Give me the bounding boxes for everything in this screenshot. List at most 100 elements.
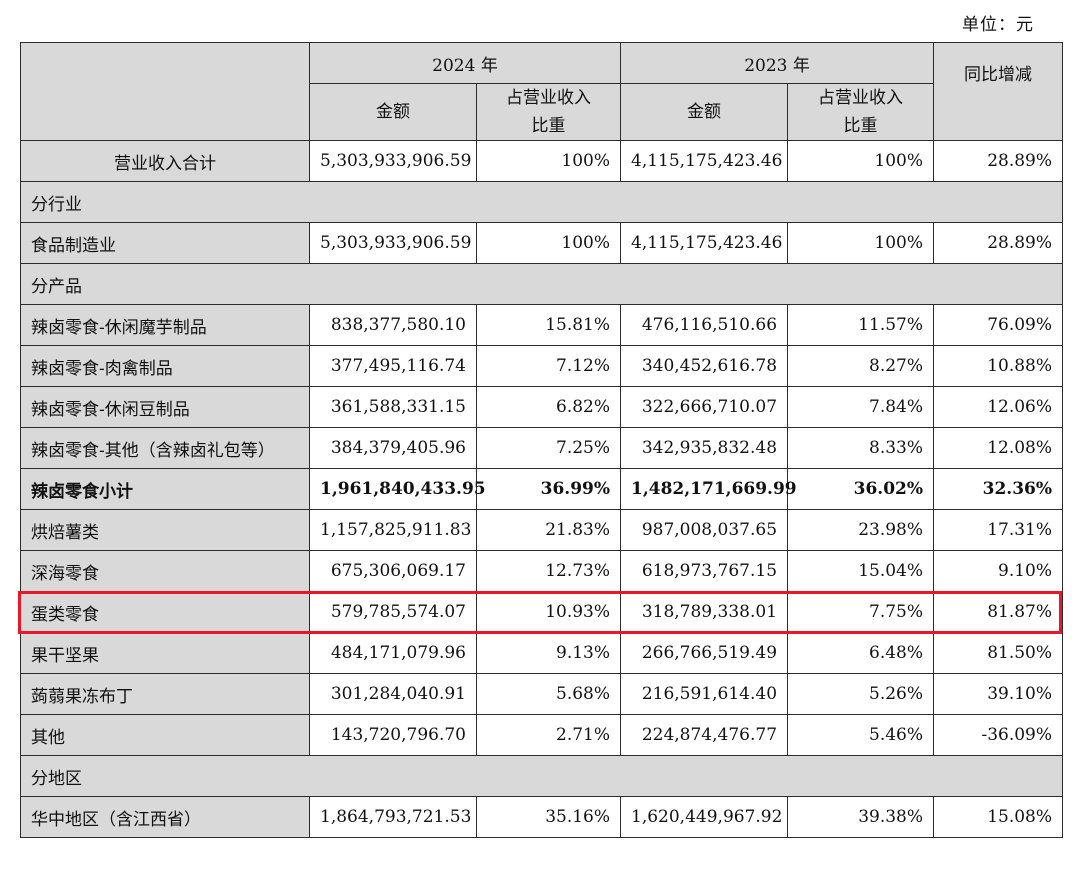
row-label: 辣卤零食-休闲魔芋制品 [20, 304, 310, 346]
amount-2023-cell: 987,008,037.65 [620, 509, 789, 551]
yoy-cell: 28.89% [933, 222, 1064, 264]
share-2024-cell: 100% [475, 140, 622, 182]
amount-2023-cell: 1,620,449,967.92 [620, 796, 789, 838]
header-share-line2: 比重 [531, 116, 566, 136]
amount-2023-cell: 318,789,338.01 [620, 591, 789, 633]
share-2023-cell: 6.48% [787, 632, 935, 674]
amount-2024-cell: 484,171,079.96 [309, 632, 477, 674]
amount-2023-cell: 216,591,614.40 [620, 673, 789, 715]
share-2024-cell: 5.68% [475, 673, 622, 715]
amount-2024-cell: 579,785,574.07 [309, 591, 477, 633]
amount-2023-cell: 1,482,171,669.99 [620, 468, 797, 510]
row-label: 其他 [20, 714, 310, 756]
yoy-cell: 39.10% [933, 673, 1064, 715]
share-2023-cell: 15.04% [787, 550, 935, 592]
amount-2024-cell: 384,379,405.96 [309, 427, 477, 469]
table-row: 果干坚果 484,171,079.96 9.13% 266,766,519.49 6.4… [20, 632, 1064, 674]
amount-2023-cell: 340,452,616.78 [620, 345, 789, 387]
share-2023-cell: 5.26% [787, 673, 935, 715]
table-row: 辣卤零食-休闲豆制品 361,588,331.15 6.82% 322,666,710… [20, 386, 1064, 428]
share-2023-cell: 36.02% [787, 468, 935, 510]
share-2023-cell: 5.46% [787, 714, 935, 756]
yoy-cell: 9.10% [933, 550, 1064, 592]
table-row: 辣卤零食-肉禽制品 377,495,116.74 7.12% 340,452,616.… [20, 345, 1064, 387]
share-2023-cell: 11.57% [787, 304, 935, 346]
row-label: 烘焙薯类 [20, 509, 310, 551]
amount-2023-cell: 4,115,175,423.46 [620, 222, 789, 264]
share-2024-cell: 35.16% [475, 796, 622, 838]
table-row: 其他 143,720,796.70 2.71% 224,874,476.77 5.46%… [20, 714, 1064, 756]
amount-2023-cell: 4,115,175,423.46 [620, 140, 789, 182]
share-2023-cell: 7.75% [787, 591, 935, 633]
amount-2024-cell: 377,495,116.74 [309, 345, 477, 387]
header-amount-2023: 金额 [620, 83, 789, 141]
share-2024-cell: 100% [475, 222, 622, 264]
row-label: 食品制造业 [20, 222, 310, 264]
table-row: 蛋类零食 579,785,574.07 10.93% 318,789,338.01 7.… [20, 591, 1064, 633]
yoy-cell: 28.89% [933, 140, 1064, 182]
share-2023-cell: 39.38% [787, 796, 935, 838]
share-2023-cell: 7.84% [787, 386, 935, 428]
header-share-line1: 占营业收入 [818, 88, 904, 108]
share-2024-cell: 6.82% [475, 386, 622, 428]
share-2024-cell: 9.13% [475, 632, 622, 674]
yoy-cell: 12.06% [933, 386, 1064, 428]
yoy-cell: 81.87% [933, 591, 1064, 633]
yoy-cell: 32.36% [933, 468, 1064, 510]
row-label: 辣卤零食-肉禽制品 [20, 345, 310, 387]
amount-2024-cell: 1,961,840,433.95 [309, 468, 486, 510]
header-year-2024: 2024 年 [308, 42, 622, 84]
share-2023-cell: 100% [787, 140, 935, 182]
table-row: 辣卤零食-休闲魔芋制品 838,377,580.10 15.81% 476,116,5… [20, 304, 1064, 346]
amount-2023-cell: 322,666,710.07 [620, 386, 789, 428]
header-row-columns: 金额 占营业收入 比重 金额 占营业收入 比重 [21, 83, 1063, 141]
share-2024-cell: 2.71% [475, 714, 622, 756]
table-row: 蒟蒻果冻布丁 301,284,040.91 5.68% 216,591,614.40 5… [20, 673, 1064, 715]
amount-2024-cell: 1,157,825,911.83 [309, 509, 477, 551]
share-2023-cell: 23.98% [787, 509, 935, 551]
row-label: 辣卤零食-休闲豆制品 [20, 386, 310, 428]
share-2024-cell: 10.93% [475, 591, 622, 633]
row-label: 辣卤零食小计 [20, 468, 310, 510]
header-share-line2: 比重 [843, 116, 878, 136]
share-2024-cell: 7.12% [475, 345, 622, 387]
amount-2024-cell: 5,303,933,906.59 [309, 140, 477, 182]
row-label: 深海零食 [20, 550, 310, 592]
revenue-table: 2024 年 2023 年 同比增减 金额 占营业收入 比重 金额 占营业收入 … [19, 42, 1064, 838]
row-label: 果干坚果 [20, 632, 310, 674]
table-row: 食品制造业 5,303,933,906.59 100% 4,115,175,423.4… [20, 222, 1064, 264]
table-row: 烘焙薯类 1,157,825,911.83 21.83% 987,008,037.65… [20, 509, 1064, 551]
table-row: 辣卤零食-其他（含辣卤礼包等） 384,379,405.96 7.25% 342,93… [20, 427, 1064, 469]
amount-2024-cell: 838,377,580.10 [309, 304, 477, 346]
table-row: 华中地区（含江西省） 1,864,793,721.53 35.16% 1,620,44… [20, 796, 1064, 838]
amount-2023-cell: 224,874,476.77 [620, 714, 789, 756]
amount-2023-cell: 266,766,519.49 [620, 632, 789, 674]
share-2023-cell: 8.33% [787, 427, 935, 469]
amount-2024-cell: 675,306,069.17 [309, 550, 477, 592]
header-year-2023: 2023 年 [620, 42, 935, 84]
share-2023-cell: 100% [787, 222, 935, 264]
table-row: 营业收入合计 5,303,933,906.59 100% 4,115,175,423.… [20, 140, 1064, 182]
share-2024-cell: 12.73% [475, 550, 622, 592]
share-2024-cell: 21.83% [475, 509, 622, 551]
yoy-cell: -36.09% [933, 714, 1064, 756]
amount-2023-cell: 618,973,767.15 [620, 550, 789, 592]
row-label: 蒟蒻果冻布丁 [20, 673, 310, 715]
share-2024-cell: 7.25% [475, 427, 622, 469]
yoy-cell: 10.88% [933, 345, 1064, 387]
table-row: 辣卤零食小计 1,961,840,433.95 36.99% 1,482,171,66… [20, 468, 1064, 510]
share-2024-cell: 15.81% [475, 304, 622, 346]
header-share-2024: 占营业收入 比重 [475, 83, 622, 141]
amount-2024-cell: 361,588,331.15 [309, 386, 477, 428]
amount-2024-cell: 301,284,040.91 [309, 673, 477, 715]
yoy-cell: 81.50% [933, 632, 1064, 674]
table-row: 深海零食 675,306,069.17 12.73% 618,973,767.15 15… [20, 550, 1064, 592]
row-label: 蛋类零食 [20, 591, 310, 633]
header-row-years: 2024 年 2023 年 同比增减 [20, 42, 1064, 141]
yoy-cell: 76.09% [933, 304, 1064, 346]
header-share-line1: 占营业收入 [506, 88, 591, 108]
header-empty-cell [20, 42, 310, 141]
yoy-cell: 15.08% [933, 796, 1064, 838]
amount-2024-cell: 5,303,933,906.59 [309, 222, 477, 264]
unit-label: 单位：元 [962, 15, 1034, 35]
